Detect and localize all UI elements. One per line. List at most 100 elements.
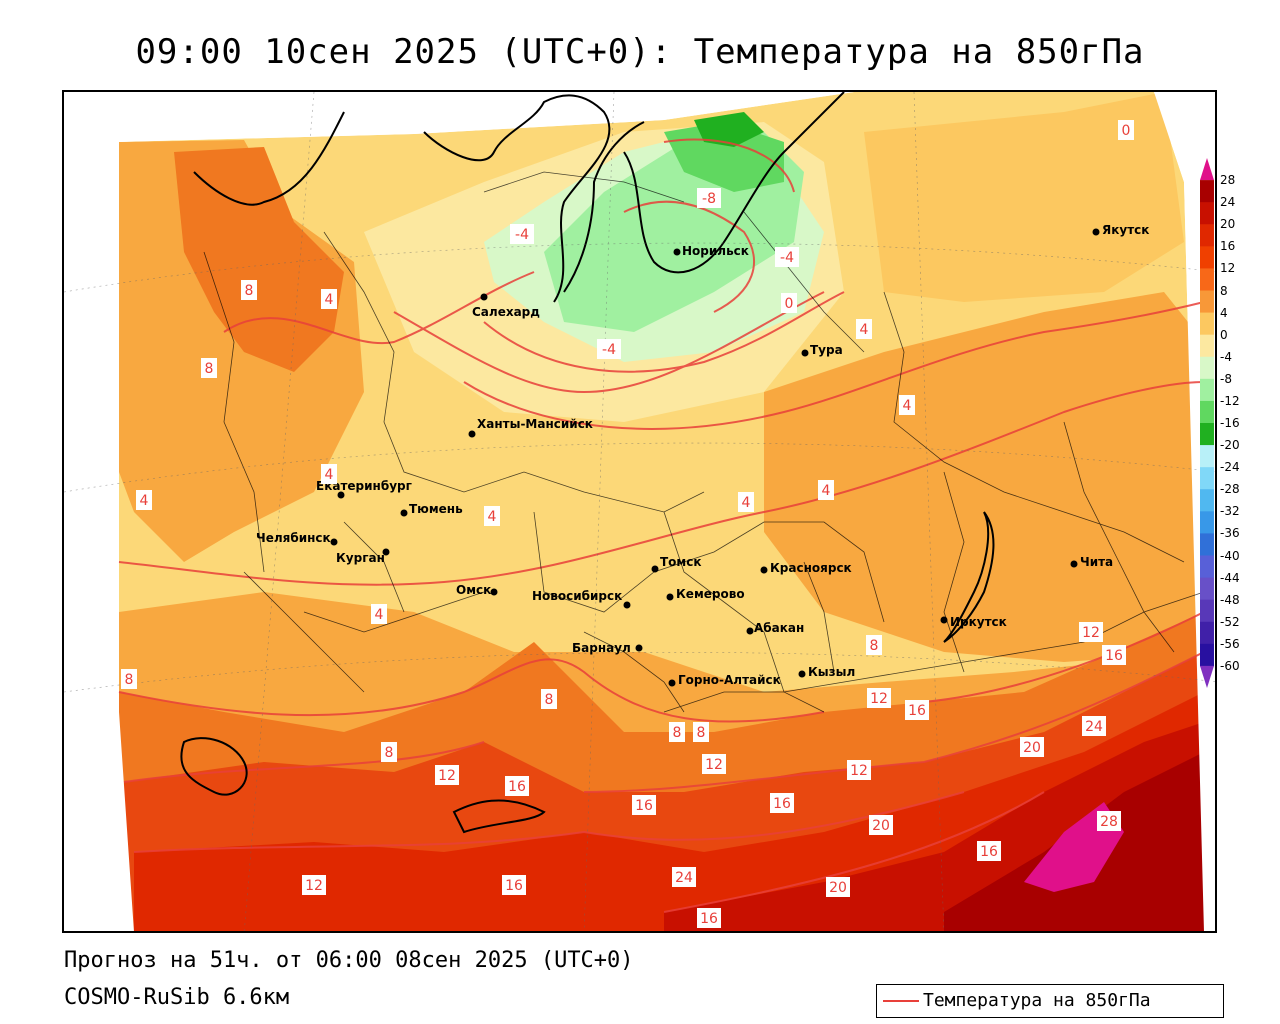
- colorbar-tick-label: -44: [1220, 570, 1240, 585]
- city-yakutsk: Якутск: [1092, 223, 1149, 237]
- colorbar-tick-label: -20: [1220, 438, 1240, 453]
- svg-text:16: 16: [508, 779, 526, 795]
- city-kyzyl: Кызыл: [798, 665, 855, 679]
- colorbar-segment: [1200, 378, 1214, 402]
- city-irkutsk: Иркутск: [940, 615, 1007, 629]
- isotherm-label: 4: [899, 395, 915, 415]
- svg-text:Курган: Курган: [336, 551, 385, 565]
- colorbar-tick-label: -4: [1220, 349, 1232, 364]
- isotherm-label: 12: [867, 688, 891, 708]
- zone-8-12-nw: [174, 147, 344, 372]
- colorbar-tick-label: 12: [1220, 261, 1236, 276]
- svg-text:Ханты-Мансийск: Ханты-Мансийск: [477, 417, 593, 431]
- isotherm-label: 16: [502, 875, 526, 895]
- svg-text:16: 16: [505, 878, 523, 894]
- svg-text:Тюмень: Тюмень: [409, 502, 463, 516]
- svg-text:20: 20: [1023, 740, 1041, 756]
- svg-text:Кемерово: Кемерово: [676, 587, 745, 601]
- coastlines: [180, 92, 995, 834]
- svg-text:-4: -4: [515, 227, 529, 243]
- legend-line-swatch: [883, 1000, 919, 1002]
- svg-text:Кызыл: Кызыл: [808, 665, 855, 679]
- isotherm-label: 16: [905, 700, 929, 720]
- colorbar-tick-label: -16: [1220, 416, 1240, 430]
- isotherm-label: -8: [697, 188, 721, 208]
- svg-text:12: 12: [870, 691, 888, 707]
- temperature-map: Якутск Норильск Салехард Тура Ханты-Манс…: [64, 92, 1215, 931]
- colorbar-tick-label: 8: [1220, 283, 1228, 298]
- svg-text:0: 0: [1122, 123, 1131, 139]
- isotherm-label: 16: [632, 795, 656, 815]
- colorbar-tick-label: 16: [1220, 239, 1236, 254]
- admin-borders: [203, 171, 1205, 713]
- city-tyumen: Тюмень: [400, 502, 463, 517]
- colorbar-tick-label: -12: [1220, 393, 1240, 408]
- colorbar-segment: [1200, 621, 1214, 645]
- outside-domain-nw: [64, 92, 854, 144]
- colorbar-segment: [1200, 158, 1214, 181]
- svg-text:0: 0: [785, 296, 794, 312]
- city-barnaul: Барнаул: [572, 641, 643, 655]
- isotherms: [118, 138, 1205, 913]
- svg-text:16: 16: [635, 798, 653, 814]
- svg-text:-4: -4: [602, 342, 616, 358]
- isotherm-labels: 0-8-4-4-40848444444448888121688121216162…: [121, 120, 1134, 928]
- colorbar-segment: [1200, 423, 1214, 446]
- isotherm-label: 8: [201, 358, 217, 378]
- svg-text:Якутск: Якутск: [1102, 223, 1149, 237]
- city-krasnoyarsk: Красноярск: [760, 561, 852, 575]
- svg-text:8: 8: [245, 283, 254, 299]
- colorbar-tick-label: -36: [1220, 526, 1240, 541]
- colorbar-tick-label: 0: [1220, 327, 1228, 342]
- colorbar-segment: [1200, 202, 1214, 225]
- svg-text:Челябинск: Челябинск: [256, 531, 331, 545]
- colorbar-segment: [1200, 356, 1214, 380]
- colorbar-segment: [1200, 489, 1214, 512]
- colorbar-svg: [1200, 158, 1214, 688]
- svg-text:28: 28: [1100, 814, 1118, 830]
- graticule: [64, 92, 1215, 931]
- isotherm-label: 4: [856, 319, 872, 339]
- isotherm-label: 8: [121, 669, 137, 689]
- isotherm-label: 16: [697, 908, 721, 928]
- svg-text:12: 12: [438, 768, 456, 784]
- isotherm-label: 12: [702, 754, 726, 774]
- model-info: COSMO-RuSib 6.6км: [64, 985, 290, 1010]
- colorbar-tick-label: 24: [1220, 195, 1236, 210]
- svg-text:4: 4: [488, 509, 497, 525]
- svg-text:Абакан: Абакан: [754, 621, 804, 635]
- svg-text:20: 20: [829, 880, 847, 896]
- svg-text:Чита: Чита: [1080, 555, 1113, 569]
- svg-text:8: 8: [673, 725, 682, 741]
- svg-text:16: 16: [1105, 648, 1123, 664]
- svg-text:Тура: Тура: [810, 343, 843, 357]
- svg-text:4: 4: [325, 292, 334, 308]
- colorbar-segment: [1200, 665, 1214, 688]
- isotherm-label: 20: [826, 877, 850, 897]
- isotherm-label: 12: [302, 875, 326, 895]
- svg-text:8: 8: [870, 638, 879, 654]
- svg-text:Томск: Томск: [660, 555, 702, 569]
- colorbar-segment: [1200, 445, 1214, 468]
- city-khanty-mansiysk: Ханты-Мансийск: [468, 417, 593, 438]
- isotherm-label: 4: [321, 464, 337, 484]
- city-kemerovo: Кемерово: [666, 587, 745, 601]
- isotherm-label: 4: [818, 480, 834, 500]
- isotherm-label: 16: [977, 841, 1001, 861]
- colorbar-segment: [1200, 467, 1214, 490]
- svg-text:-4: -4: [780, 250, 794, 266]
- colorbar-segment: [1200, 180, 1214, 203]
- colorbar-tick-label: 28: [1220, 173, 1236, 188]
- isotherm-label: 8: [669, 722, 685, 742]
- svg-text:Иркутск: Иркутск: [950, 615, 1007, 629]
- isotherm-label: -4: [775, 247, 799, 267]
- isotherm-label: 4: [321, 289, 337, 309]
- isotherm-label: 4: [484, 506, 500, 526]
- isotherm-label: 24: [1082, 716, 1106, 736]
- isotherm-label: 8: [541, 689, 557, 709]
- svg-text:16: 16: [773, 796, 791, 812]
- svg-text:4: 4: [903, 398, 912, 414]
- colorbar-tick-label: 20: [1220, 217, 1236, 232]
- svg-text:Екатеринбург: Екатеринбург: [316, 479, 412, 493]
- city-omsk: Омск: [456, 583, 498, 597]
